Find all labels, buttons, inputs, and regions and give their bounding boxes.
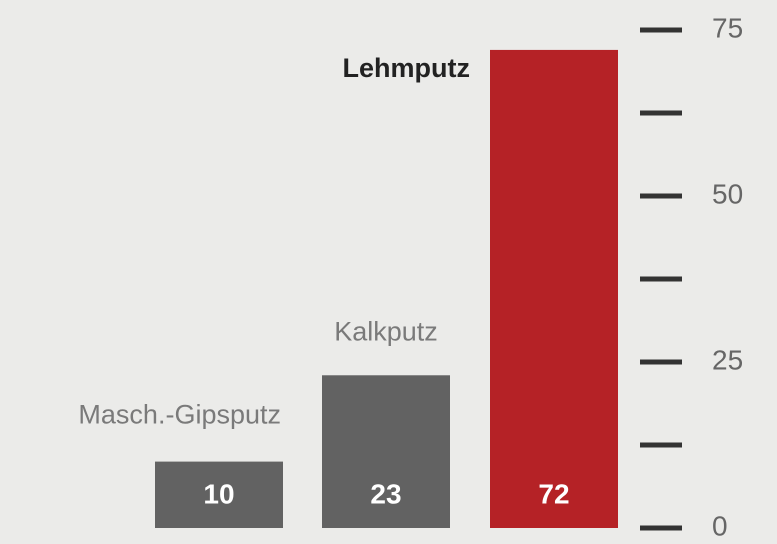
value-label: 23 bbox=[370, 478, 401, 509]
y-tick-label: 0 bbox=[712, 510, 728, 541]
y-tick-label: 50 bbox=[712, 178, 743, 209]
category-label: Masch.-Gipsputz bbox=[78, 400, 281, 430]
value-label: 10 bbox=[203, 478, 234, 509]
bar bbox=[155, 461, 283, 528]
bar bbox=[322, 375, 450, 528]
bar bbox=[490, 49, 618, 529]
category-label: Lehmputz bbox=[343, 53, 471, 83]
value-label: 72 bbox=[538, 478, 569, 509]
y-tick-label: 75 bbox=[712, 12, 743, 43]
category-label: Kalkputz bbox=[334, 316, 438, 346]
y-tick-label: 25 bbox=[712, 344, 743, 375]
